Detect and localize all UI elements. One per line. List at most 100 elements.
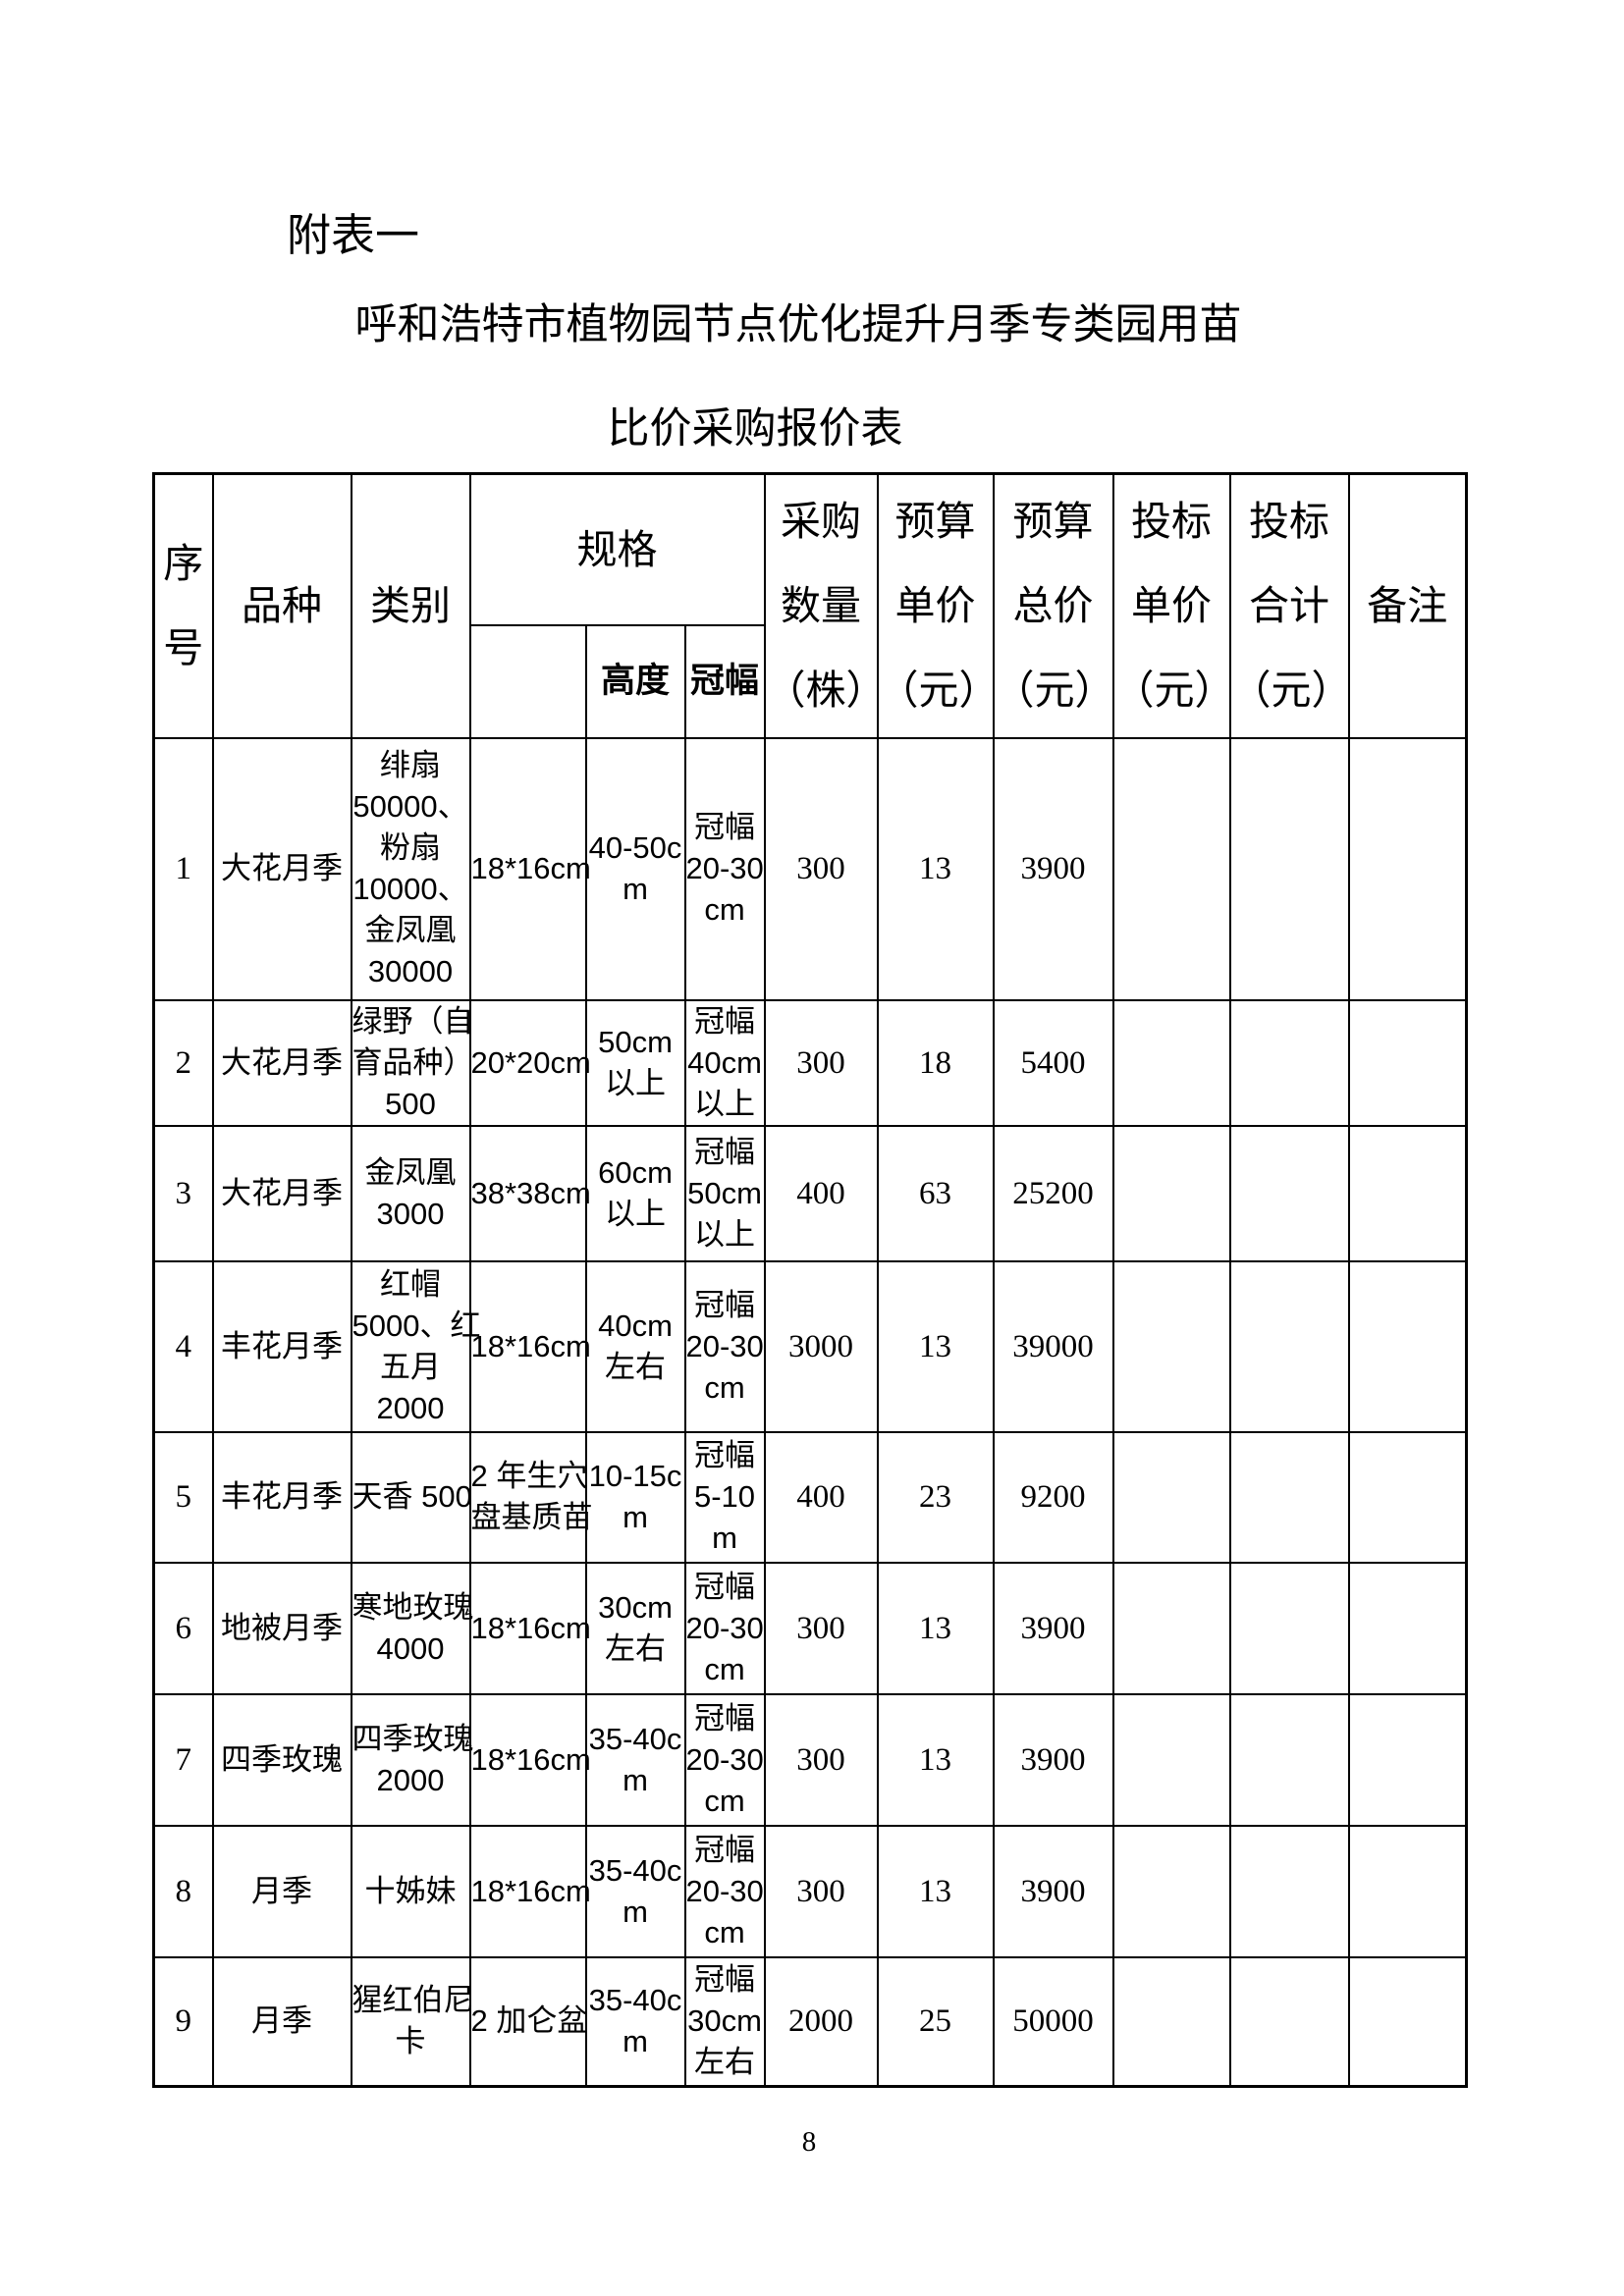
col-header-spec-blank (468, 623, 587, 739)
cell-qty: 2000 (763, 1955, 879, 2088)
cell-remarks (1347, 1692, 1468, 1827)
cell-index: 5 (152, 1430, 214, 1564)
cell-qty: 300 (763, 1561, 879, 1695)
cell-variety: 丰花月季 (211, 1430, 352, 1564)
cell-variety: 丰花月季 (211, 1259, 352, 1433)
cell-remarks (1347, 1259, 1468, 1433)
cell-crown: 冠幅 5-10 m (683, 1430, 766, 1564)
cell-category: 绯扇 50000、 粉扇 10000、 金凤凰 30000 (350, 736, 471, 1001)
cell-bid-total (1228, 1124, 1350, 1262)
table-row: 9 月季 猩红伯尼 卡 2 加仑盆 35-40c m 冠幅 30cm 左右 20… (152, 1955, 1468, 2088)
cell-budget-unit: 13 (876, 736, 995, 1001)
cell-qty: 300 (763, 998, 879, 1127)
cell-variety: 大花月季 (211, 998, 352, 1127)
cell-index: 9 (152, 1955, 214, 2088)
cell-remarks (1347, 736, 1468, 1001)
table-row: 1 大花月季 绯扇 50000、 粉扇 10000、 金凤凰 30000 18*… (152, 736, 1468, 1001)
cell-qty: 300 (763, 1692, 879, 1827)
col-header-index: 序 号 (152, 472, 214, 739)
cell-height: 35-40c m (584, 1955, 686, 2088)
appendix-label: 附表一 (287, 211, 420, 260)
cell-bid-total (1228, 1259, 1350, 1433)
cell-bid-total (1228, 1824, 1350, 1958)
cell-bid-unit (1111, 1955, 1231, 2088)
cell-category: 十姊妹 (350, 1824, 471, 1958)
cell-budget-unit: 13 (876, 1824, 995, 1958)
cell-budget-total: 3900 (992, 1561, 1114, 1695)
cell-height: 50cm 以上 (584, 998, 686, 1127)
table-row: 6 地被月季 寒地玫瑰 4000 18*16cm 30cm 左右 冠幅 20-3… (152, 1561, 1468, 1695)
cell-variety: 大花月季 (211, 1124, 352, 1262)
cell-qty: 300 (763, 1824, 879, 1958)
cell-budget-total: 25200 (992, 1124, 1114, 1262)
col-header-budget-unit: 预算 单价 （元） (876, 472, 1000, 739)
header-row-main: 序 号 品种 类别 规格 采购 数量 （株） 预算 单价 （元） 预算 总价 （… (152, 472, 1468, 739)
cell-spec: 18*16cm (468, 1824, 591, 1958)
cell-variety: 月季 (211, 1824, 352, 1958)
col-header-height: 高度 (584, 623, 686, 739)
cell-index: 3 (152, 1124, 214, 1262)
cell-qty: 3000 (763, 1259, 879, 1433)
cell-height: 40cm 左右 (584, 1259, 686, 1433)
cell-bid-unit (1111, 1124, 1231, 1262)
cell-index: 4 (152, 1259, 214, 1433)
cell-budget-total: 50000 (992, 1955, 1114, 2088)
cell-category: 绿野（自 育品种） 500 (350, 998, 474, 1127)
cell-spec: 18*16cm (468, 1259, 591, 1433)
header-row-sub: 高度 冠幅 (154, 623, 1467, 739)
cell-category: 猩红伯尼 卡 (350, 1955, 474, 2088)
cell-crown: 冠幅 20-30 cm (683, 736, 766, 1001)
cell-category: 红帽 5000、红 五月 2000 (350, 1259, 480, 1433)
cell-crown: 冠幅 30cm 左右 (683, 1955, 766, 2088)
cell-crown: 冠幅 40cm 以上 (683, 998, 766, 1127)
cell-bid-total (1228, 1430, 1350, 1564)
cell-index: 1 (152, 736, 214, 1001)
col-header-variety: 品种 (211, 472, 352, 739)
cell-height: 35-40c m (584, 1824, 686, 1958)
table-row: 5 丰花月季 天香 500 2 年生穴 盘基质苗 10-15c m 冠幅 5-1… (152, 1430, 1468, 1564)
cell-index: 7 (152, 1692, 214, 1827)
cell-variety: 四季玫瑰 (211, 1692, 352, 1827)
cell-crown: 冠幅 50cm 以上 (683, 1124, 766, 1262)
cell-budget-unit: 23 (876, 1430, 995, 1564)
cell-remarks (1347, 1824, 1468, 1958)
cell-height: 40-50c m (584, 736, 686, 1001)
cell-bid-unit (1111, 736, 1231, 1001)
table-row: 3 大花月季 金凤凰 3000 38*38cm 60cm 以上 冠幅 50cm … (152, 1124, 1468, 1262)
cell-bid-unit (1111, 1824, 1231, 1958)
cell-bid-unit (1111, 998, 1231, 1127)
col-header-remarks: 备注 (1347, 472, 1468, 739)
cell-crown: 冠幅 20-30 cm (683, 1824, 766, 1958)
cell-spec: 18*16cm (468, 736, 591, 1001)
cell-budget-unit: 13 (876, 1561, 995, 1695)
cell-budget-unit: 13 (876, 1259, 995, 1433)
cell-budget-unit: 18 (876, 998, 995, 1127)
cell-height: 60cm 以上 (584, 1124, 686, 1262)
cell-bid-total (1228, 1955, 1350, 2088)
col-header-spec: 规格 (468, 472, 766, 626)
table-row: 8 月季 十姊妹 18*16cm 35-40c m 冠幅 20-30 cm 30… (152, 1824, 1468, 1958)
cell-qty: 400 (763, 1430, 879, 1564)
cell-qty: 400 (763, 1124, 879, 1262)
cell-category: 天香 500 (350, 1430, 472, 1564)
document-title-line1: 呼和浩特市植物园节点优化提升月季专类园用苗 (354, 302, 1242, 348)
cell-crown: 冠幅 20-30 cm (683, 1561, 766, 1695)
col-header-qty: 采购 数量 （株） (763, 472, 887, 739)
cell-bid-total (1228, 1561, 1350, 1695)
cell-budget-unit: 25 (876, 1955, 995, 2088)
cell-spec: 18*16cm (468, 1692, 591, 1827)
cell-budget-total: 9200 (992, 1430, 1114, 1564)
cell-remarks (1347, 1955, 1468, 2088)
col-header-category: 类别 (350, 472, 471, 739)
cell-remarks (1347, 998, 1468, 1127)
col-header-bid-total: 投标 合计 （元） (1228, 472, 1352, 739)
cell-bid-unit (1111, 1692, 1231, 1827)
cell-height: 30cm 左右 (584, 1561, 686, 1695)
table-row: 7 四季玫瑰 四季玫瑰 2000 18*16cm 35-40c m 冠幅 20-… (152, 1692, 1468, 1827)
cell-qty: 300 (763, 736, 879, 1001)
cell-crown: 冠幅 20-30 cm (683, 1692, 766, 1827)
page-number: 8 (801, 2126, 817, 2158)
cell-budget-unit: 13 (876, 1692, 995, 1827)
cell-category: 寒地玫瑰 4000 (350, 1561, 474, 1695)
